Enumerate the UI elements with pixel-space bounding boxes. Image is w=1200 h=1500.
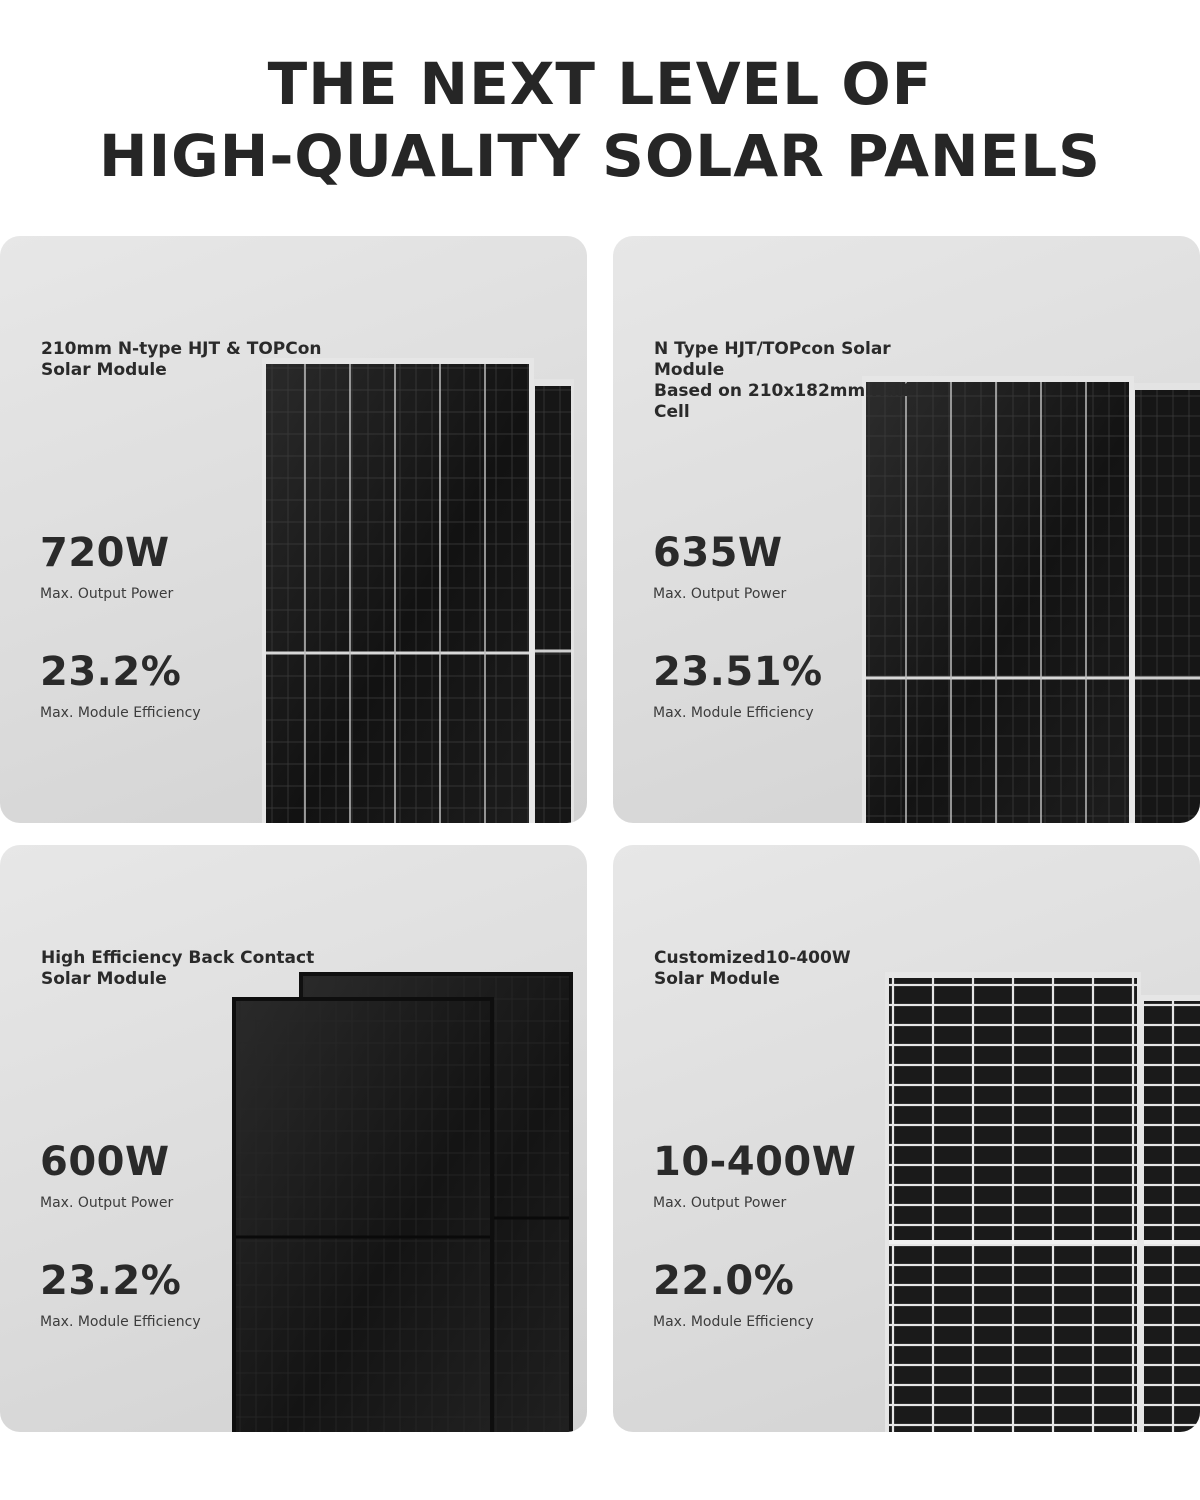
product-title-line-1: 210mm N-type HJT & TOPCon: [41, 339, 322, 359]
solar-panel-image: [862, 376, 1200, 823]
product-card-10-400w[interactable]: Customized10-400W Solar Module 10-400W M…: [613, 845, 1200, 1432]
module-efficiency-label: Max. Module Efficiency: [653, 705, 814, 721]
solar-panel-image: [885, 972, 1200, 1432]
product-card-720w[interactable]: 210mm N-type HJT & TOPCon Solar Module 7…: [0, 236, 587, 823]
module-efficiency-label: Max. Module Efficiency: [653, 1314, 814, 1330]
output-power-label: Max. Output Power: [40, 1195, 174, 1211]
product-title-line-1: N Type HJT/TOPcon Solar Module: [654, 339, 891, 380]
product-title-line-1: High Efficiency Back Contact: [41, 948, 315, 968]
product-title: High Efficiency Back Contact Solar Modul…: [41, 948, 331, 990]
solar-panel-image: [232, 972, 573, 1432]
output-power-label: Max. Output Power: [40, 586, 174, 602]
headline-line-1: THE NEXT LEVEL OF: [267, 50, 933, 118]
module-efficiency-label: Max. Module Efficiency: [40, 1314, 201, 1330]
output-power-label: Max. Output Power: [653, 586, 787, 602]
product-title: N Type HJT/TOPcon Solar Module Based on …: [654, 339, 944, 423]
output-power-value: 600W: [40, 1139, 170, 1185]
product-title: Customized10-400W Solar Module: [654, 948, 944, 990]
output-power-label: Max. Output Power: [653, 1195, 787, 1211]
headline-line-2: HIGH-QUALITY SOLAR PANELS: [99, 122, 1101, 190]
product-title-line-2: Solar Module: [41, 360, 167, 380]
module-efficiency-value: 23.2%: [40, 1258, 182, 1304]
product-title-line-2: Solar Module: [654, 969, 780, 989]
module-efficiency-value: 23.51%: [653, 649, 823, 695]
product-title-line-1: Customized10-400W: [654, 948, 851, 968]
product-title-line-2: Solar Module: [41, 969, 167, 989]
module-efficiency-label: Max. Module Efficiency: [40, 705, 201, 721]
module-efficiency-value: 22.0%: [653, 1258, 795, 1304]
output-power-value: 10-400W: [653, 1139, 857, 1185]
product-card-600w[interactable]: High Efficiency Back Contact Solar Modul…: [0, 845, 587, 1432]
product-card-635w[interactable]: N Type HJT/TOPcon Solar Module Based on …: [613, 236, 1200, 823]
product-title-line-2: Based on 210x182mm Half Cell: [654, 381, 911, 422]
product-title: 210mm N-type HJT & TOPCon Solar Module: [41, 339, 331, 381]
output-power-value: 635W: [653, 530, 783, 576]
output-power-value: 720W: [40, 530, 170, 576]
solar-panel-image: [262, 358, 574, 823]
module-efficiency-value: 23.2%: [40, 649, 182, 695]
page-headline: THE NEXT LEVEL OF HIGH-QUALITY SOLAR PAN…: [0, 48, 1200, 192]
